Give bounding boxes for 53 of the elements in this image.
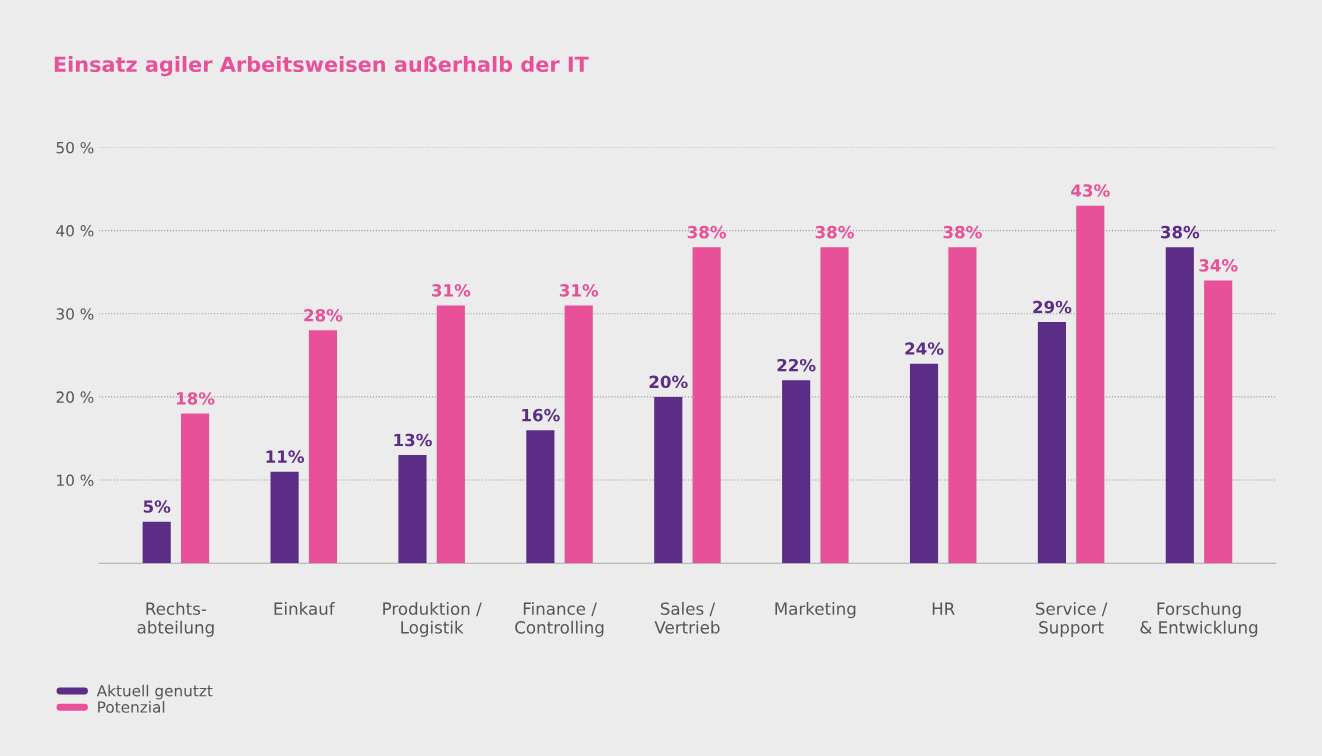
y-tick-label: 10 % [57, 474, 94, 487]
bar [526, 430, 555, 564]
bar [181, 413, 210, 564]
legend-label: Potenzial [98, 701, 165, 713]
data-label: 31% [559, 284, 599, 297]
bar [142, 521, 171, 564]
data-label: 16% [522, 408, 560, 422]
x-tick-label: Marketing [775, 602, 856, 619]
data-label: 34% [1199, 259, 1238, 272]
chart-title: Einsatz agiler Arbeitsweisen außerhalb der IT [54, 55, 589, 77]
bar [398, 455, 427, 564]
x-tick-label: Einkauf [274, 602, 335, 616]
data-label: 43% [1071, 184, 1110, 197]
bar [270, 471, 299, 564]
y-tick-label: 20 % [56, 391, 94, 403]
bar [1165, 247, 1194, 564]
bar [948, 247, 977, 564]
data-label: 38% [815, 225, 854, 239]
bar [308, 330, 338, 564]
x-tick-label: Service / Support [1035, 602, 1108, 637]
data-label: 22% [777, 358, 816, 372]
x-tick-label: HR [932, 602, 955, 615]
legend-label: Aktuell genutzt [96, 684, 213, 700]
x-tick-label: Produktion / Logistik [383, 602, 482, 637]
bar [692, 247, 721, 564]
data-label: 18% [177, 392, 215, 405]
x-tick-label: Finance / Controlling [515, 602, 604, 637]
x-tick-label: Sales / Vertrieb [654, 602, 720, 634]
data-label: 38% [1160, 225, 1200, 239]
y-tick-label: 40 % [56, 225, 94, 237]
x-tick-label: Forschung & Entwicklung [1140, 602, 1258, 637]
bar [564, 305, 593, 564]
data-label: 38% [687, 225, 727, 239]
data-label: 20% [649, 375, 688, 389]
bar [1076, 205, 1105, 564]
y-tick-label: 30 % [56, 308, 94, 320]
bar [1204, 280, 1233, 564]
x-tick-label: Rechts- abteilung [137, 602, 214, 637]
bar [909, 363, 939, 564]
data-label: 13% [394, 433, 432, 447]
data-label: 31% [432, 284, 471, 297]
data-label: 11% [266, 450, 305, 463]
data-label: 29% [1033, 300, 1072, 314]
data-label: 38% [943, 225, 982, 239]
y-tick-label: 50 % [56, 141, 94, 154]
data-label: 24% [905, 342, 944, 355]
bar [820, 247, 849, 564]
bar [654, 396, 683, 564]
bar [782, 380, 811, 564]
bar [436, 305, 465, 564]
data-label: 28% [304, 308, 343, 322]
data-label: 5% [143, 500, 171, 513]
bar [1037, 322, 1066, 564]
